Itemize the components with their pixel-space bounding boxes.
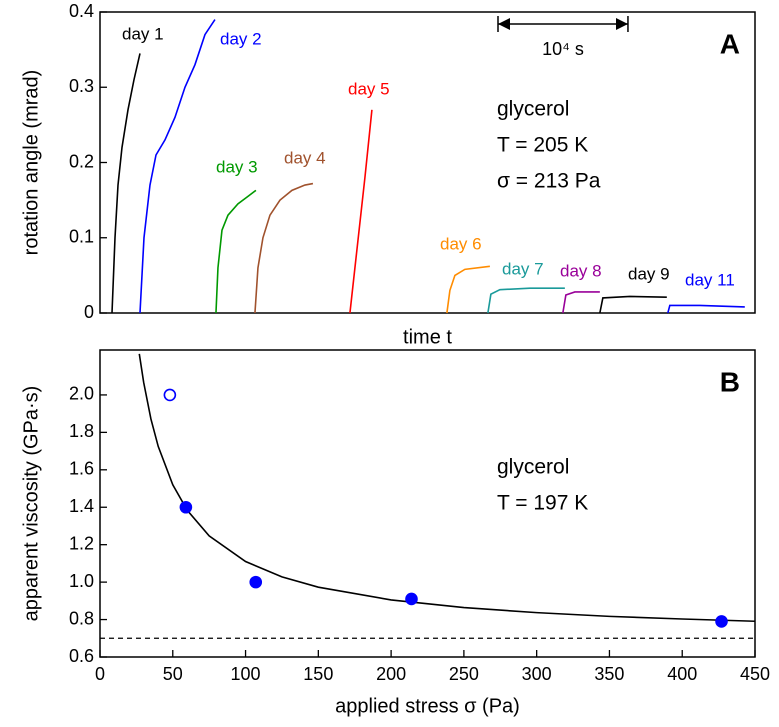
y-tick-label: 1.4 <box>69 496 94 516</box>
plot-frame <box>99 349 756 658</box>
y-axis-label: rotation angle (mrad) <box>20 70 42 256</box>
series-label: day 9 <box>628 264 670 283</box>
x-tick-label: 200 <box>376 664 406 684</box>
y-tick-label: 0.2 <box>69 151 94 171</box>
x-tick-label: 400 <box>667 664 697 684</box>
y-tick-label: 0.6 <box>69 646 94 666</box>
data-line <box>215 189 257 314</box>
data-line <box>667 304 745 314</box>
scale-bar-label: 10⁴ s <box>542 39 584 59</box>
series-label: day 2 <box>220 29 262 48</box>
annotation: glycerol <box>497 98 569 121</box>
fit-line <box>138 353 755 623</box>
data-line <box>487 287 565 314</box>
series-label: day 11 <box>685 270 735 289</box>
data-point <box>715 615 728 628</box>
x-tick-label: 50 <box>163 664 183 684</box>
data-point <box>405 592 418 606</box>
x-tick-label: 350 <box>594 664 624 684</box>
y-tick-label: 1.8 <box>69 421 94 441</box>
data-point <box>179 500 193 514</box>
series-label: day 7 <box>502 259 544 278</box>
series-label: day 3 <box>216 157 258 176</box>
y-tick-label: 0 <box>84 302 94 322</box>
series-label: day 8 <box>560 261 602 280</box>
data-line <box>254 182 314 314</box>
y-tick-label: 1.2 <box>69 533 94 553</box>
x-tick-label: 100 <box>231 664 261 684</box>
data-line <box>349 109 373 314</box>
series-label: day 6 <box>440 234 482 253</box>
y-tick-label: 0.3 <box>69 76 94 96</box>
y-tick-label: 0.4 <box>69 1 94 21</box>
series-label: day 4 <box>284 148 326 167</box>
annotation: T = 197 K <box>497 492 588 515</box>
data-line <box>562 291 600 314</box>
x-tick-label: 150 <box>303 664 333 684</box>
series-label: day 5 <box>348 79 390 98</box>
data-point <box>163 388 177 402</box>
x-tick-label: 0 <box>95 664 105 684</box>
annotation: T = 205 K <box>497 134 588 157</box>
series-label: day 1 <box>122 24 164 43</box>
data-line <box>139 19 216 314</box>
y-tick-label: 1.0 <box>69 571 94 591</box>
x-axis-label: time t <box>403 326 452 348</box>
x-tick-label: 300 <box>522 664 552 684</box>
panel-label: B <box>720 366 740 397</box>
fit-group <box>138 353 755 623</box>
y-tick-label: 0.1 <box>69 227 94 247</box>
data-line <box>599 295 667 314</box>
data-line <box>111 53 141 314</box>
x-tick-label: 450 <box>740 664 770 684</box>
y-tick-label: 0.8 <box>69 608 94 628</box>
annotation: glycerol <box>497 456 569 479</box>
annotation: σ = 213 Pa <box>497 170 601 193</box>
y-tick-label: 2.0 <box>69 384 94 404</box>
y-axis-label: apparent viscosity (GPa·s) <box>20 386 42 622</box>
data-line <box>446 265 490 314</box>
x-axis-label: applied stress σ (Pa) <box>335 695 520 717</box>
x-tick-label: 250 <box>449 664 479 684</box>
data-point <box>249 575 263 589</box>
panel-label: A <box>720 28 740 59</box>
y-tick-label: 1.6 <box>69 459 94 479</box>
